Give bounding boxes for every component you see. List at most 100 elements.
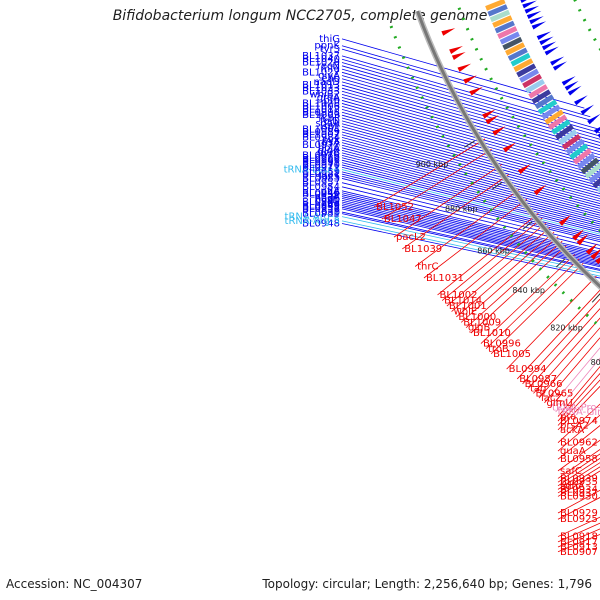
gene-label: BL1002 (440, 290, 478, 301)
leader-line (341, 114, 600, 187)
gene-label: BL0935 (560, 477, 598, 488)
leader-line (341, 201, 600, 262)
feature-block (494, 20, 515, 34)
forward-gene-arrow (526, 10, 542, 19)
gene-label: BL0931 (302, 209, 340, 220)
gene-label: uvrB (317, 148, 340, 159)
tick-mark (591, 293, 600, 303)
leader-line (465, 240, 563, 329)
gene-label: BL0952 (302, 190, 340, 201)
gene-label: BL0929 (560, 508, 598, 519)
gene-label: pta (560, 412, 576, 423)
tick-label: 880 kbp (445, 204, 478, 213)
leader-line (373, 138, 486, 208)
gene-label: nadD (313, 77, 340, 88)
gene-label: BL0984 (302, 132, 340, 143)
gene-label: BL1031 (426, 273, 464, 284)
forward-gene-arrow (529, 16, 544, 25)
gene-label: BL0996 (483, 339, 521, 350)
gene-label: pflA (321, 186, 341, 197)
gene-label: polA (318, 143, 340, 154)
forward-gene-arrow (539, 36, 554, 46)
gene-label: BL0971 (302, 162, 340, 173)
leader-line (516, 289, 600, 380)
gene-label: sdhA (560, 481, 585, 492)
feature-block (505, 42, 526, 56)
gene-label: pap (321, 207, 340, 218)
forward-gene-arrow (593, 126, 600, 134)
leader-line (460, 236, 559, 323)
reverse-gene-arrow (595, 257, 600, 265)
forward-gene-arrow (567, 85, 582, 96)
feature-tracks (387, 0, 600, 329)
leader-line (341, 171, 600, 237)
leader-line (341, 123, 600, 195)
gene-label: BL0941 (302, 197, 340, 208)
forward-gene-arrow (552, 61, 567, 71)
gene-label: rpsA (317, 138, 340, 149)
feature-block (499, 31, 520, 45)
forward-gene-arrow (561, 76, 576, 86)
leader-line (557, 379, 600, 426)
leader-line (557, 414, 600, 452)
gene-label: BL1006 (302, 101, 340, 112)
leader-line (441, 217, 543, 301)
gene-label: BL0956 (302, 204, 340, 215)
gene-label: pth (323, 95, 340, 106)
gene-label: glgB (468, 323, 490, 334)
feature-block (519, 68, 540, 83)
leader-line (557, 457, 600, 487)
gene-label: mfd (320, 64, 340, 75)
leader-line (341, 147, 600, 216)
feature-block (580, 157, 600, 175)
leader-line (341, 173, 600, 239)
gene-label: BL0986 (302, 155, 340, 166)
tick-label: 900 kbp (416, 160, 449, 169)
gene-label: ispF (320, 121, 340, 132)
backbone-arc (416, 10, 600, 289)
reverse-gene-arrow (590, 249, 600, 260)
reverse-gene-arrow (502, 142, 516, 153)
gene-label: BL0930 (560, 491, 598, 502)
tick-label: 800 kbp (591, 358, 600, 367)
leader-line (557, 489, 600, 514)
gene-label: recN (317, 61, 340, 72)
gene-label: troB (488, 344, 509, 355)
leader-line (557, 466, 600, 494)
feature-block (551, 119, 571, 135)
gene-label: BL0970 (302, 160, 340, 171)
gene-label: BL0980 (302, 153, 340, 164)
leader-line (341, 152, 600, 221)
leader-line (341, 192, 600, 255)
leader-line (557, 497, 600, 520)
leader-line (341, 175, 600, 241)
leader-line (341, 162, 600, 229)
feature-block (588, 169, 600, 184)
leader-line (451, 227, 551, 312)
gene-label: pyk (322, 135, 340, 146)
forward-gene-arrow (564, 80, 579, 91)
reverse-gene-arrow (572, 229, 584, 241)
gene-label: BL0939 (560, 473, 598, 484)
leader-line (544, 337, 600, 404)
leader-line (393, 164, 502, 238)
gene-label: BL0983 (302, 173, 340, 184)
leader-line (557, 385, 600, 431)
leader-line (341, 134, 600, 204)
leader-line (341, 190, 600, 253)
gene-label: BL1029 (302, 58, 340, 69)
leader-line (341, 149, 600, 218)
gene-label: glmU (546, 398, 572, 409)
leader-line (557, 462, 600, 490)
feature-block (592, 177, 600, 189)
leader-line (341, 128, 600, 200)
feature-block (531, 89, 552, 104)
forward-gene-arrow (550, 56, 565, 66)
leader-line (341, 120, 600, 192)
leader-line (341, 103, 600, 176)
leader-line (557, 470, 600, 497)
feature-block (537, 99, 558, 115)
gene-label: BL1052 (376, 202, 414, 213)
leader-line (341, 208, 600, 268)
